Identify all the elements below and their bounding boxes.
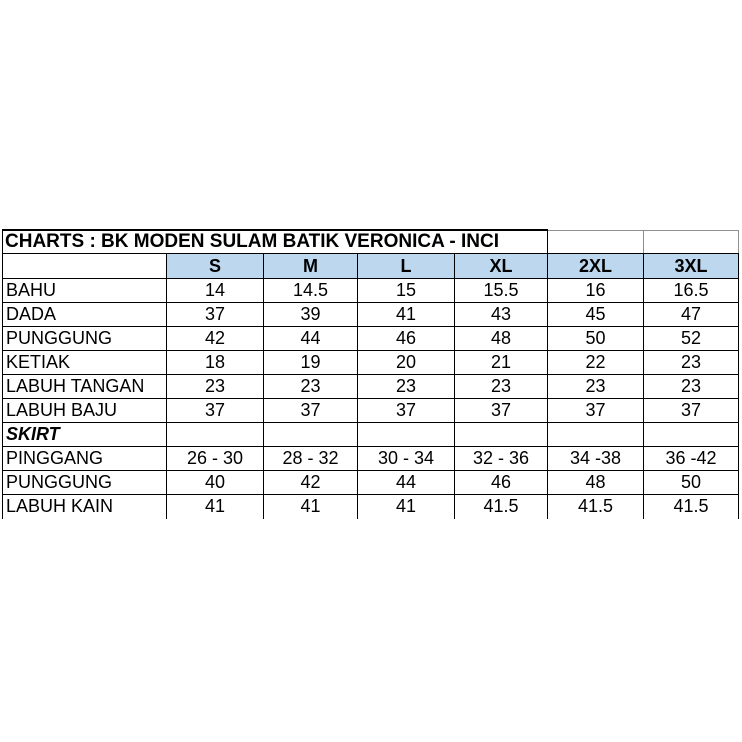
cell: 45 (547, 302, 644, 327)
cell: 18 (166, 350, 264, 375)
cell: 41.5 (547, 494, 644, 519)
size-header-xl: XL (454, 253, 548, 279)
row-label: PINGGANG (2, 446, 167, 471)
table-row-punggung: PUNGGUNG 42 44 46 48 50 52 (2, 326, 739, 351)
size-header-s: S (166, 253, 264, 279)
table-row-bahu: BAHU 14 14.5 15 15.5 16 16.5 (2, 278, 739, 303)
cell: 14 (166, 278, 264, 303)
table-row-pinggang: PINGGANG 26 - 30 28 - 32 30 - 34 32 - 36… (2, 446, 739, 471)
cell: 42 (166, 326, 264, 351)
cell: 41 (357, 494, 455, 519)
cell (643, 422, 739, 447)
cell: 48 (454, 326, 548, 351)
row-label: KETIAK (2, 350, 167, 375)
cell: 41 (357, 302, 455, 327)
cell: 46 (454, 470, 548, 495)
cell (454, 422, 548, 447)
corner-cell (2, 253, 167, 279)
cell: 32 - 36 (454, 446, 548, 471)
size-header-2xl: 2XL (547, 253, 644, 279)
cell: 23 (263, 374, 358, 399)
size-chart-table: CHARTS : BK MODEN SULAM BATIK VERONICA -… (2, 229, 739, 519)
cell: 52 (643, 326, 739, 351)
table-row-labuh-tangan: LABUH TANGAN 23 23 23 23 23 23 (2, 374, 739, 399)
row-label: LABUH TANGAN (2, 374, 167, 399)
cell: 22 (547, 350, 644, 375)
cell: 50 (643, 470, 739, 495)
cell: 20 (357, 350, 455, 375)
cell (357, 422, 455, 447)
cell: 16.5 (643, 278, 739, 303)
row-label: DADA (2, 302, 167, 327)
cell: 37 (643, 398, 739, 423)
cell: 14.5 (263, 278, 358, 303)
cell: 44 (263, 326, 358, 351)
cell: 48 (547, 470, 644, 495)
table-row-dada: DADA 37 39 41 43 45 47 (2, 302, 739, 327)
cell: 21 (454, 350, 548, 375)
cell: 15.5 (454, 278, 548, 303)
cell: 46 (357, 326, 455, 351)
section-label: SKIRT (2, 422, 167, 447)
cell: 37 (454, 398, 548, 423)
cell (166, 422, 264, 447)
row-label: LABUH BAJU (2, 398, 167, 423)
cell: 23 (454, 374, 548, 399)
cell: 28 - 32 (263, 446, 358, 471)
cell: 23 (547, 374, 644, 399)
row-label: PUNGGUNG (2, 326, 167, 351)
empty-cell (547, 229, 644, 254)
cell: 43 (454, 302, 548, 327)
cell (547, 422, 644, 447)
cell: 37 (166, 398, 264, 423)
cell: 41.5 (643, 494, 739, 519)
size-header-row: S M L XL 2XL 3XL (2, 253, 739, 279)
cell: 15 (357, 278, 455, 303)
cell: 30 - 34 (357, 446, 455, 471)
cell: 39 (263, 302, 358, 327)
cell: 37 (263, 398, 358, 423)
cell: 37 (166, 302, 264, 327)
cell: 41.5 (454, 494, 548, 519)
cell: 50 (547, 326, 644, 351)
empty-cell (643, 229, 739, 254)
cell: 26 - 30 (166, 446, 264, 471)
cell: 23 (643, 350, 739, 375)
table-row-labuh-kain: LABUH KAIN 41 41 41 41.5 41.5 41.5 (2, 494, 739, 519)
cell: 42 (263, 470, 358, 495)
cell: 44 (357, 470, 455, 495)
cell: 47 (643, 302, 739, 327)
cell: 36 -42 (643, 446, 739, 471)
size-header-3xl: 3XL (643, 253, 739, 279)
title-row: CHARTS : BK MODEN SULAM BATIK VERONICA -… (2, 229, 739, 254)
cell: 16 (547, 278, 644, 303)
cell: 40 (166, 470, 264, 495)
cell: 23 (357, 374, 455, 399)
cell (263, 422, 358, 447)
cell: 37 (547, 398, 644, 423)
table-row-skirt-section: SKIRT (2, 422, 739, 447)
cell: 34 -38 (547, 446, 644, 471)
cell: 23 (166, 374, 264, 399)
cell: 37 (357, 398, 455, 423)
cell: 41 (263, 494, 358, 519)
table-row-labuh-baju: LABUH BAJU 37 37 37 37 37 37 (2, 398, 739, 423)
row-label: LABUH KAIN (2, 494, 167, 519)
cell: 23 (643, 374, 739, 399)
cell: 19 (263, 350, 358, 375)
size-header-l: L (357, 253, 455, 279)
cell: 41 (166, 494, 264, 519)
chart-title: CHARTS : BK MODEN SULAM BATIK VERONICA -… (2, 229, 548, 254)
row-label: BAHU (2, 278, 167, 303)
table-row-punggung-skirt: PUNGGUNG 40 42 44 46 48 50 (2, 470, 739, 495)
table-row-ketiak: KETIAK 18 19 20 21 22 23 (2, 350, 739, 375)
size-header-m: M (263, 253, 358, 279)
row-label: PUNGGUNG (2, 470, 167, 495)
